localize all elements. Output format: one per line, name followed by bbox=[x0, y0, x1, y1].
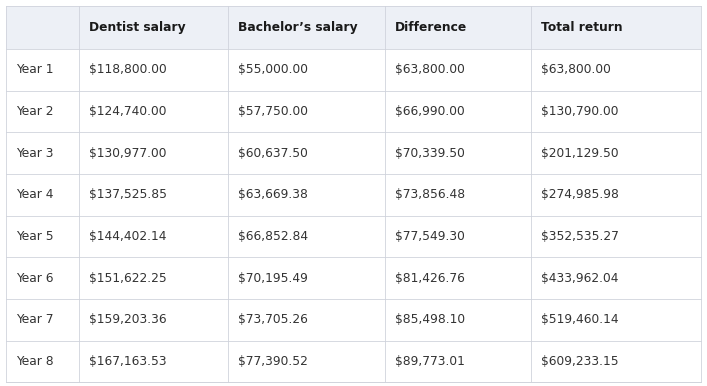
Bar bbox=[6, 6, 78, 49]
Text: Total return: Total return bbox=[541, 21, 622, 34]
Bar bbox=[531, 340, 701, 382]
Text: $118,800.00: $118,800.00 bbox=[88, 63, 166, 76]
Text: $66,990.00: $66,990.00 bbox=[395, 105, 464, 118]
Text: Year 1: Year 1 bbox=[16, 63, 53, 76]
Text: Year 3: Year 3 bbox=[16, 147, 53, 160]
Text: $130,790.00: $130,790.00 bbox=[541, 105, 619, 118]
Bar bbox=[228, 49, 385, 91]
Bar bbox=[531, 299, 701, 340]
Text: Difference: Difference bbox=[395, 21, 467, 34]
Bar bbox=[385, 91, 531, 132]
Text: $274,985.98: $274,985.98 bbox=[541, 188, 619, 201]
Bar bbox=[385, 49, 531, 91]
Bar bbox=[6, 299, 78, 340]
Bar bbox=[228, 257, 385, 299]
Text: $85,498.10: $85,498.10 bbox=[395, 313, 464, 326]
Text: $63,669.38: $63,669.38 bbox=[238, 188, 308, 201]
Text: Year 5: Year 5 bbox=[16, 230, 53, 243]
Text: $89,773.01: $89,773.01 bbox=[395, 355, 464, 368]
Text: $167,163.53: $167,163.53 bbox=[88, 355, 166, 368]
Bar bbox=[6, 49, 78, 91]
Bar bbox=[228, 132, 385, 174]
Text: $73,856.48: $73,856.48 bbox=[395, 188, 464, 201]
Text: $137,525.85: $137,525.85 bbox=[88, 188, 167, 201]
Bar bbox=[385, 132, 531, 174]
Text: $130,977.00: $130,977.00 bbox=[88, 147, 166, 160]
Text: $81,426.76: $81,426.76 bbox=[395, 272, 464, 284]
Bar bbox=[78, 91, 228, 132]
Text: $77,549.30: $77,549.30 bbox=[395, 230, 464, 243]
Bar bbox=[6, 340, 78, 382]
Bar bbox=[78, 216, 228, 257]
Text: $201,129.50: $201,129.50 bbox=[541, 147, 619, 160]
Text: $519,460.14: $519,460.14 bbox=[541, 313, 619, 326]
Bar bbox=[6, 216, 78, 257]
Text: Bachelor’s salary: Bachelor’s salary bbox=[238, 21, 358, 34]
Bar bbox=[228, 216, 385, 257]
Text: $151,622.25: $151,622.25 bbox=[88, 272, 166, 284]
Text: $124,740.00: $124,740.00 bbox=[88, 105, 166, 118]
Bar bbox=[385, 340, 531, 382]
Bar bbox=[6, 174, 78, 216]
Text: $433,962.04: $433,962.04 bbox=[541, 272, 619, 284]
Text: $57,750.00: $57,750.00 bbox=[238, 105, 308, 118]
Text: Year 8: Year 8 bbox=[16, 355, 53, 368]
Bar bbox=[385, 299, 531, 340]
Bar bbox=[531, 216, 701, 257]
Text: $609,233.15: $609,233.15 bbox=[541, 355, 619, 368]
Bar bbox=[531, 91, 701, 132]
Text: $352,535.27: $352,535.27 bbox=[541, 230, 619, 243]
Bar bbox=[78, 49, 228, 91]
Text: Year 7: Year 7 bbox=[16, 313, 53, 326]
Bar bbox=[228, 6, 385, 49]
Text: Year 6: Year 6 bbox=[16, 272, 53, 284]
Bar bbox=[78, 132, 228, 174]
Text: Dentist salary: Dentist salary bbox=[88, 21, 185, 34]
Bar bbox=[531, 49, 701, 91]
Bar bbox=[228, 340, 385, 382]
Bar bbox=[78, 299, 228, 340]
Bar bbox=[385, 216, 531, 257]
Text: $159,203.36: $159,203.36 bbox=[88, 313, 166, 326]
Text: Year 2: Year 2 bbox=[16, 105, 53, 118]
Bar bbox=[228, 299, 385, 340]
Bar bbox=[531, 257, 701, 299]
Text: $77,390.52: $77,390.52 bbox=[238, 355, 308, 368]
Bar bbox=[78, 6, 228, 49]
Bar bbox=[78, 340, 228, 382]
Bar bbox=[228, 91, 385, 132]
Text: $70,339.50: $70,339.50 bbox=[395, 147, 464, 160]
Bar bbox=[385, 6, 531, 49]
Text: $63,800.00: $63,800.00 bbox=[541, 63, 611, 76]
Bar bbox=[6, 257, 78, 299]
Bar bbox=[6, 91, 78, 132]
Text: $55,000.00: $55,000.00 bbox=[238, 63, 308, 76]
Text: $60,637.50: $60,637.50 bbox=[238, 147, 308, 160]
Text: $70,195.49: $70,195.49 bbox=[238, 272, 308, 284]
Bar bbox=[6, 132, 78, 174]
Bar bbox=[228, 174, 385, 216]
Bar bbox=[531, 174, 701, 216]
Bar bbox=[78, 174, 228, 216]
Text: $66,852.84: $66,852.84 bbox=[238, 230, 308, 243]
Text: $144,402.14: $144,402.14 bbox=[88, 230, 166, 243]
Bar bbox=[531, 6, 701, 49]
Text: Year 4: Year 4 bbox=[16, 188, 53, 201]
Bar bbox=[78, 257, 228, 299]
Bar bbox=[385, 257, 531, 299]
Text: $73,705.26: $73,705.26 bbox=[238, 313, 308, 326]
Bar bbox=[531, 132, 701, 174]
Text: $63,800.00: $63,800.00 bbox=[395, 63, 464, 76]
Bar bbox=[385, 174, 531, 216]
